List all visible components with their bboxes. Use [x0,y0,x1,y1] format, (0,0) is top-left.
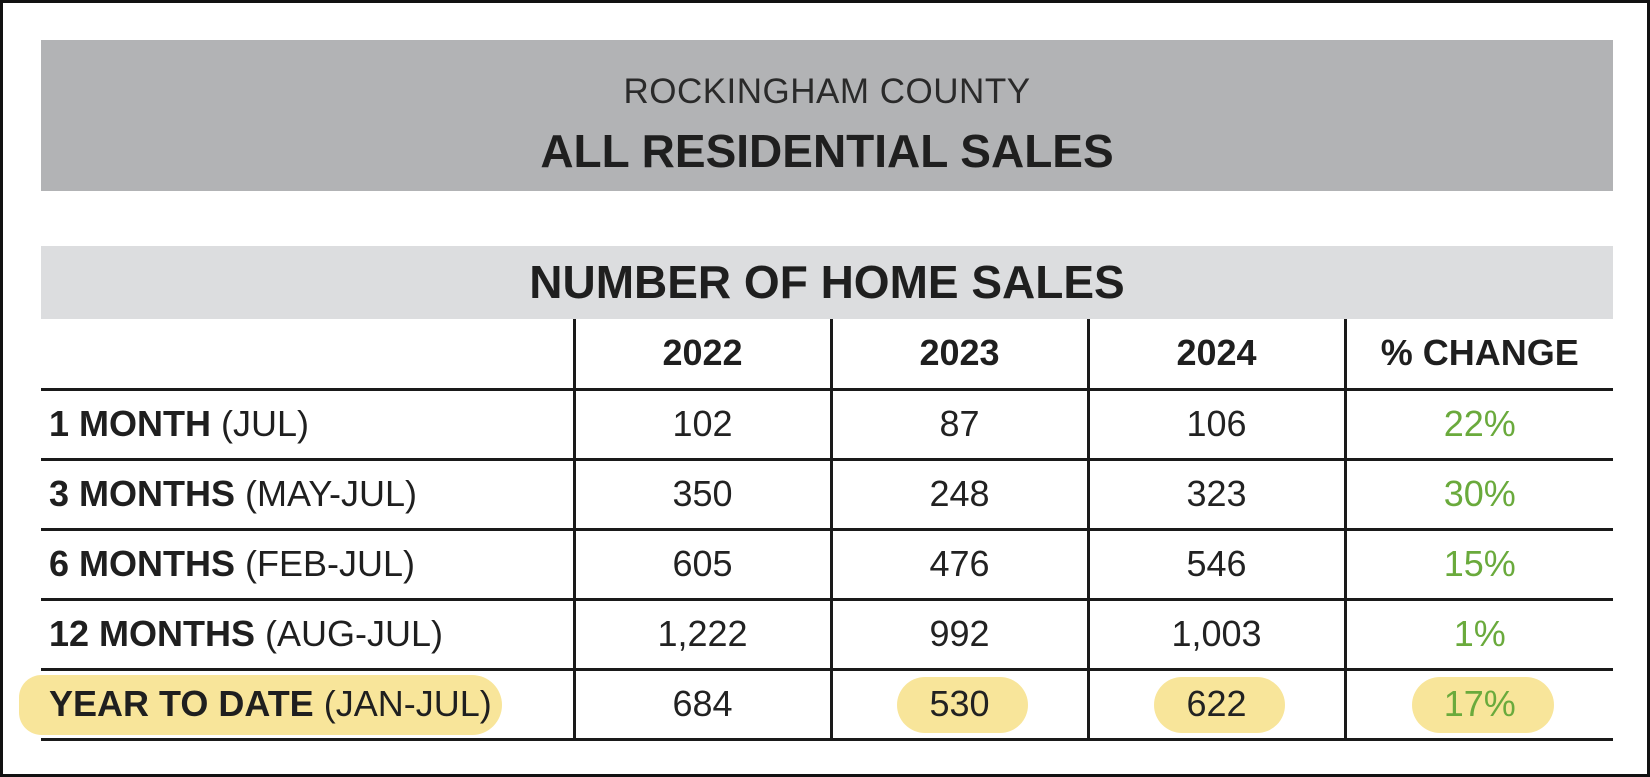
header-2022: 2022 [572,319,831,391]
table-row: 3 MONTHS (MAY-JUL) 350 248 323 30% [41,459,1613,531]
section-title: NUMBER OF HOME SALES [41,246,1613,319]
value-2023: 87 [829,389,1088,461]
value-2023: 476 [829,529,1088,601]
row-label-range: (AUG-JUL) [255,613,444,654]
row-label-range: (JAN-JUL) [313,683,492,724]
highlighted-label: YEAR TO DATE (JAN-JUL) [19,675,502,735]
value-2022: 684 [572,669,831,741]
row-label: 1 MONTH (JUL) [41,389,574,461]
value-2024: 622 [1086,669,1345,741]
value-2023: 530 [829,669,1088,741]
row-label: 12 MONTHS (AUG-JUL) [41,599,574,671]
row-label-period: 3 MONTHS [49,473,236,514]
percent-change: 1% [1343,599,1613,671]
row-label-period: 12 MONTHS [49,613,256,654]
table-row-year-to-date: YEAR TO DATE (JAN-JUL) 684 530 622 17% [19,669,1613,741]
row-label-range: (JUL) [211,403,309,444]
header-blank [41,319,574,391]
highlighted-value-2023: 530 [897,677,1028,733]
table-row: 6 MONTHS (FEB-JUL) 605 476 546 15% [41,529,1613,601]
report-title: ALL RESIDENTIAL SALES [540,125,1114,177]
row-label-range: (MAY-JUL) [235,473,418,514]
value-2023: 992 [829,599,1088,671]
county-name: ROCKINGHAM COUNTY [623,72,1031,111]
header-percent-change: % CHANGE [1343,319,1613,391]
row-label-range: (FEB-JUL) [235,543,416,584]
value-2024: 1,003 [1086,599,1345,671]
row-label-period: 1 MONTH [49,403,211,444]
value-2022: 350 [572,459,831,531]
row-label-period: YEAR TO DATE [49,683,314,724]
percent-change: 22% [1343,389,1613,461]
value-2024: 106 [1086,389,1345,461]
value-2024: 546 [1086,529,1345,601]
header-2023: 2023 [829,319,1088,391]
highlighted-percent-change: 17% [1411,677,1554,733]
title-banner: ROCKINGHAM COUNTY ALL RESIDENTIAL SALES [41,40,1613,191]
highlighted-value-2024: 622 [1154,677,1285,733]
table-row: 12 MONTHS (AUG-JUL) 1,222 992 1,003 1% [41,599,1613,671]
table-row: 1 MONTH (JUL) 102 87 106 22% [41,389,1613,461]
row-label-period: 6 MONTHS [49,543,236,584]
home-sales-table: 2022 2023 2024 % CHANGE 1 MONTH (JUL) 10… [19,319,1613,741]
header-2024: 2024 [1086,319,1345,391]
value-2022: 102 [572,389,831,461]
row-label: 6 MONTHS (FEB-JUL) [41,529,574,601]
value-2023: 248 [829,459,1088,531]
value-2022: 1,222 [572,599,831,671]
row-label: 3 MONTHS (MAY-JUL) [41,459,574,531]
value-2024: 323 [1086,459,1345,531]
value-2022: 605 [572,529,831,601]
percent-change: 30% [1343,459,1613,531]
percent-change: 17% [1343,669,1613,741]
percent-change: 15% [1343,529,1613,601]
header-row: 2022 2023 2024 % CHANGE [41,319,1613,391]
row-label: YEAR TO DATE (JAN-JUL) [19,669,574,741]
